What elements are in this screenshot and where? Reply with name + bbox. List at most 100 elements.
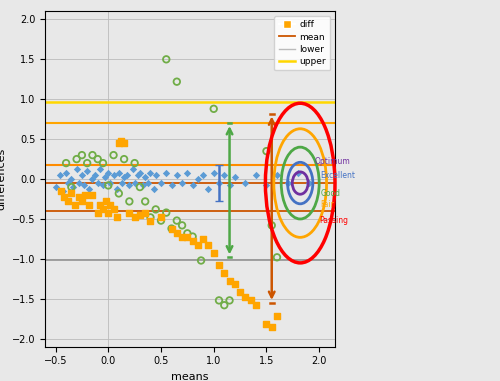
Point [226, 182, 234, 189]
Point [68, 176, 76, 182]
Point [150, 186, 158, 192]
Point [141, 210, 149, 216]
Point [104, 182, 112, 189]
Point [56, 172, 64, 178]
Point [102, 199, 110, 205]
Point [168, 182, 175, 189]
Point [226, 278, 234, 284]
Point [72, 156, 80, 162]
Point [242, 180, 250, 186]
Point [194, 176, 202, 182]
Point [101, 174, 109, 181]
Point [168, 226, 175, 232]
Point [268, 223, 276, 229]
Point [252, 172, 260, 178]
Point [106, 202, 114, 208]
Point [273, 254, 281, 260]
Point [215, 180, 223, 186]
Point [178, 223, 186, 229]
Point [72, 166, 80, 173]
Point [81, 192, 89, 198]
Point [78, 172, 86, 178]
Point [118, 180, 126, 186]
Point [162, 170, 170, 176]
Point [128, 166, 136, 173]
Point [115, 140, 123, 146]
Text: Optimum: Optimum [315, 157, 350, 166]
Point [199, 236, 207, 242]
Point [157, 215, 165, 221]
Point [157, 218, 165, 224]
Point [199, 172, 207, 178]
Point [262, 182, 270, 189]
Point [236, 290, 244, 296]
Point [106, 180, 114, 186]
Point [57, 188, 65, 194]
Point [96, 166, 104, 173]
Point [94, 210, 102, 216]
Point [273, 313, 281, 319]
Point [220, 302, 228, 308]
Point [162, 210, 170, 216]
Point [197, 258, 205, 264]
Point [62, 170, 70, 176]
Point [136, 212, 144, 218]
Point [126, 199, 134, 205]
Point [88, 192, 96, 198]
Point [94, 180, 102, 186]
Point [194, 242, 202, 248]
Point [144, 180, 152, 186]
Point [86, 186, 94, 192]
Text: Passing: Passing [319, 216, 348, 225]
Point [262, 148, 270, 154]
Point [157, 180, 165, 186]
Point [152, 207, 160, 213]
Point [64, 199, 72, 205]
Point [83, 160, 91, 166]
Point [284, 180, 292, 186]
Legend: diff, mean, lower, upper: diff, mean, lower, upper [274, 16, 330, 70]
Point [70, 202, 78, 208]
Point [188, 234, 196, 240]
Point [74, 194, 82, 200]
Point [99, 207, 107, 213]
Point [68, 184, 76, 190]
Point [96, 202, 104, 208]
Point [188, 182, 196, 189]
Point [220, 172, 228, 178]
Point [178, 234, 186, 240]
Point [178, 180, 186, 186]
Point [115, 170, 123, 176]
Text: Fair: Fair [320, 200, 334, 209]
Point [130, 180, 138, 186]
Point [204, 242, 212, 248]
Point [88, 176, 96, 182]
Point [141, 199, 149, 205]
Point [120, 174, 128, 181]
Point [126, 210, 134, 216]
Point [168, 226, 175, 232]
Point [112, 186, 120, 192]
Point [262, 321, 270, 327]
Point [210, 250, 218, 256]
Point [126, 182, 134, 189]
Point [136, 170, 144, 176]
Point [220, 270, 228, 276]
Point [173, 78, 181, 85]
X-axis label: means: means [171, 372, 208, 381]
Point [74, 180, 82, 186]
Point [68, 190, 76, 197]
Point [152, 172, 160, 178]
Point [112, 215, 120, 221]
Point [52, 184, 60, 190]
Point [173, 172, 181, 178]
Point [83, 168, 91, 174]
Point [136, 184, 144, 190]
Point [110, 207, 118, 213]
Text: Excellent: Excellent [320, 171, 355, 179]
Point [120, 156, 128, 162]
Point [294, 170, 302, 176]
Point [146, 170, 154, 176]
Point [146, 215, 154, 221]
Text: Good: Good [320, 189, 340, 198]
